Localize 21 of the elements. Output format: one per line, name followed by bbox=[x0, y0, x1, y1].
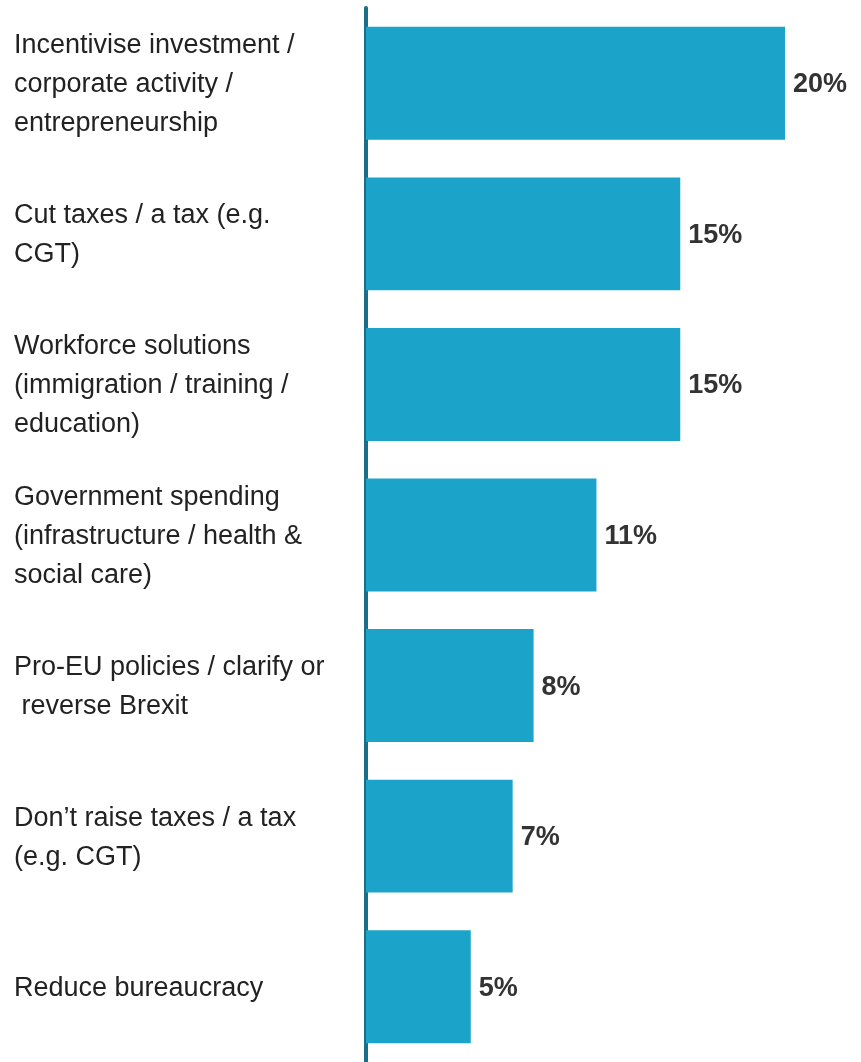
data-label: 20% bbox=[793, 68, 848, 99]
y-tick-label: Government spending (infrastructure / health & social care) bbox=[14, 481, 310, 589]
y-tick-label: Cut taxes / a tax (e.g. CGT) bbox=[14, 199, 279, 269]
bar bbox=[366, 177, 681, 291]
data-label: 15% bbox=[688, 369, 743, 400]
data-label: 15% bbox=[688, 218, 743, 249]
data-label: 5% bbox=[478, 971, 518, 1002]
data-label: 11% bbox=[604, 520, 658, 550]
bar bbox=[366, 629, 534, 743]
y-tick-label: Workforce solutions (immigration / training / education) bbox=[14, 330, 297, 439]
data-label: 8% bbox=[541, 670, 581, 701]
bar bbox=[366, 327, 681, 441]
y-tick-label: Pro-EU policies / clarify or reverse Brexit bbox=[14, 651, 325, 721]
y-tick-label: Reduce bureaucracy bbox=[14, 971, 264, 1002]
data-label: 7% bbox=[520, 821, 560, 852]
y-tick-label: Incentivise investment / corporate activity / entrepreneurship bbox=[14, 29, 303, 138]
bar bbox=[366, 779, 513, 893]
bar bbox=[366, 26, 785, 140]
bar bbox=[366, 930, 471, 1044]
bar bbox=[366, 478, 597, 592]
y-tick-label: Don’t raise taxes / a tax (e.g. CGT) bbox=[14, 801, 304, 871]
